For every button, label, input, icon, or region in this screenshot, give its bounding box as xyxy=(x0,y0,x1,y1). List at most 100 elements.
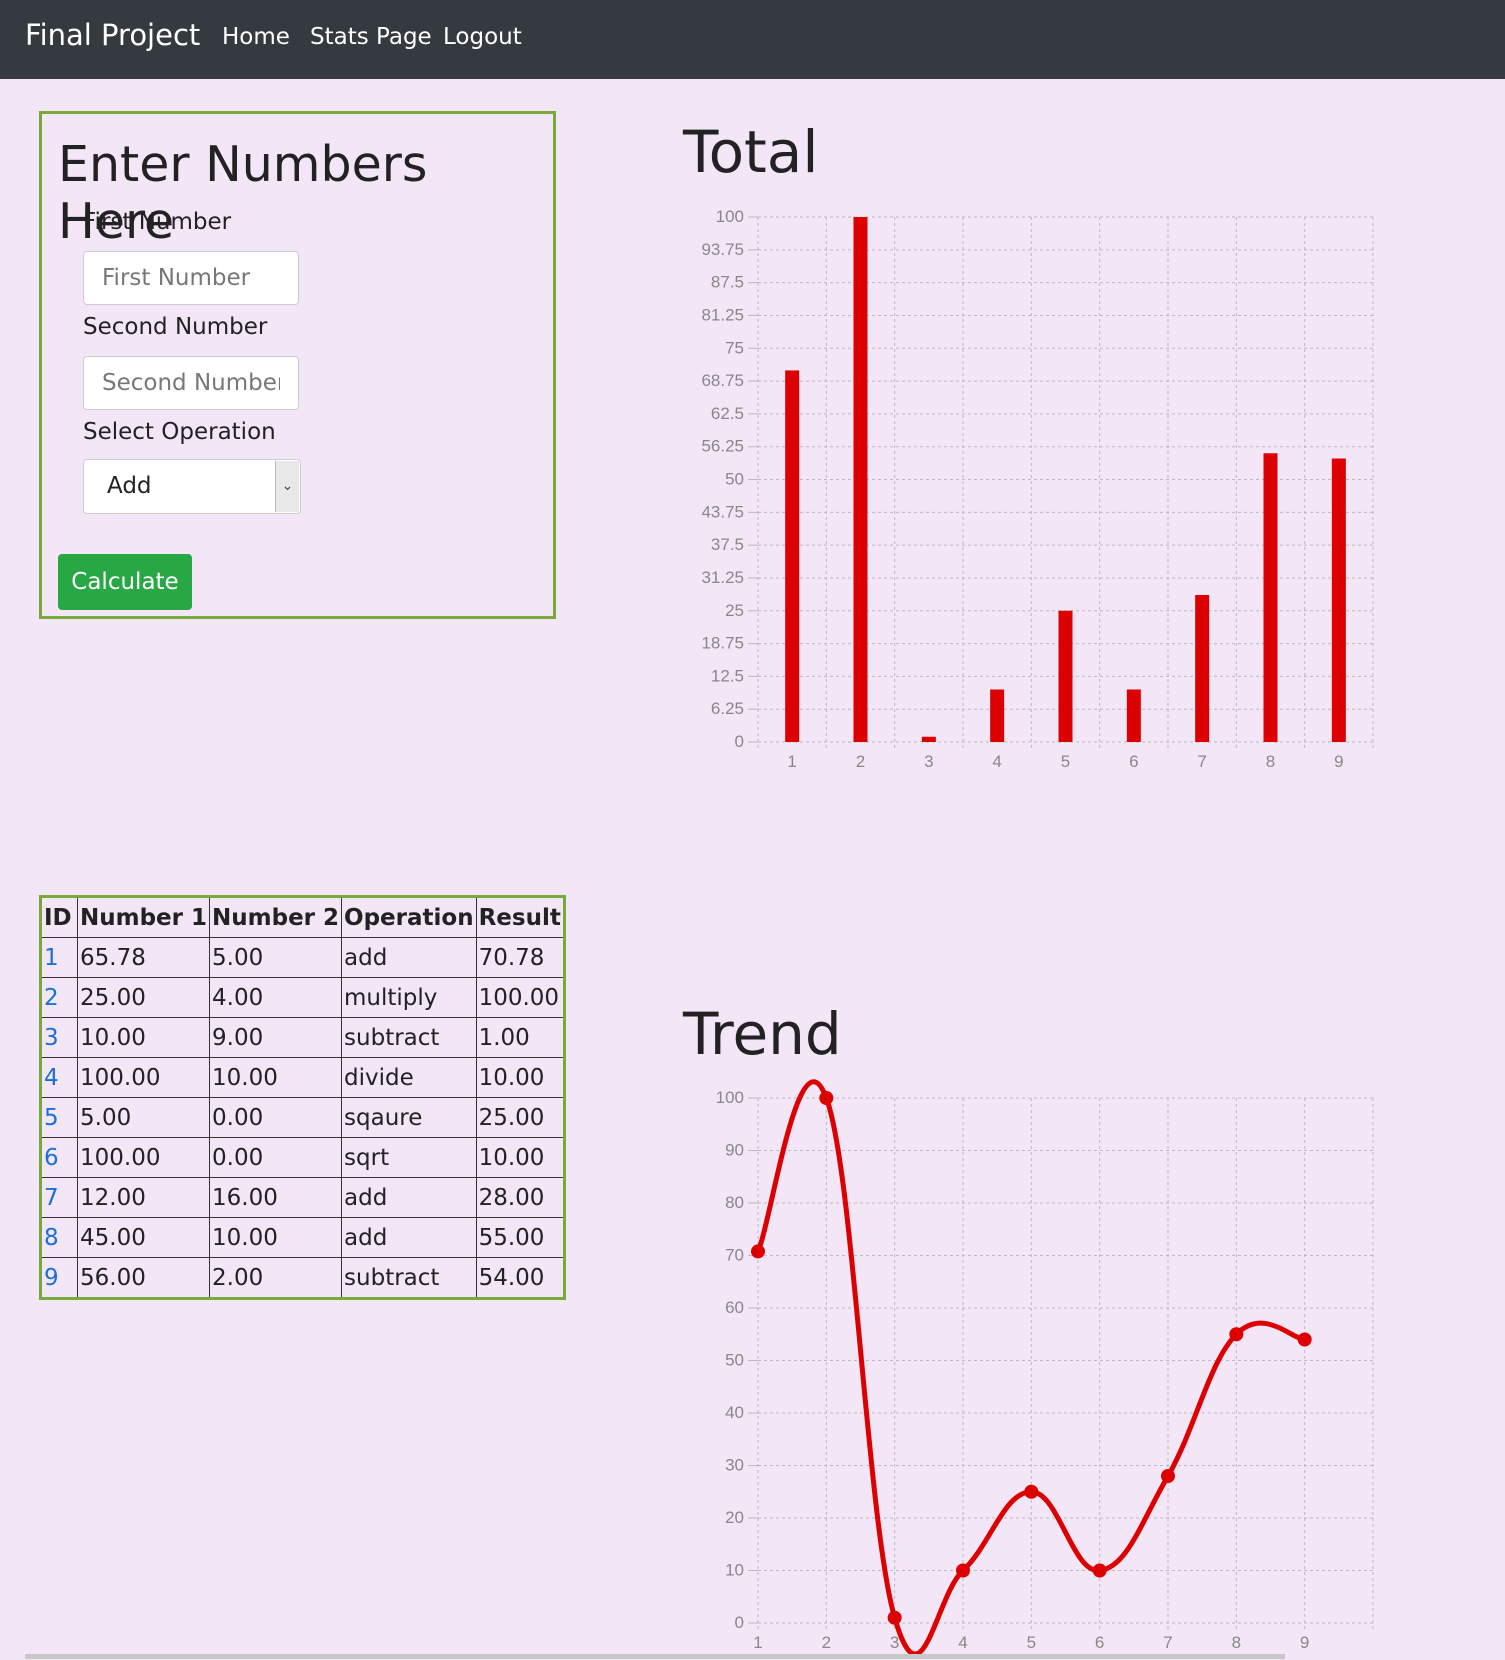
cell-id-link[interactable]: 8 xyxy=(40,1217,78,1258)
brand-link[interactable]: Final Project xyxy=(25,18,201,52)
y-tick-label: 37.5 xyxy=(711,535,744,554)
x-tick-label: 3 xyxy=(890,1633,899,1652)
table-header-row: ID Number 1 Number 2 Operation Result xyxy=(40,896,565,938)
x-tick-label: 7 xyxy=(1197,752,1206,771)
y-tick-label: 50 xyxy=(725,470,744,489)
column-header-id: ID xyxy=(40,896,78,938)
cell-id-link[interactable]: 4 xyxy=(40,1057,78,1098)
calculate-button[interactable]: Calculate xyxy=(58,554,192,610)
table-row: 4 100.00 10.00 divide 10.00 xyxy=(40,1057,565,1098)
x-tick-label: 9 xyxy=(1300,1633,1309,1652)
nav-logout[interactable]: Logout xyxy=(443,24,522,50)
cell-result: 25.00 xyxy=(475,1097,565,1138)
operation-selected-value: Add xyxy=(107,473,152,499)
cell-number-2: 16.00 xyxy=(209,1177,343,1218)
cell-operation: subtract xyxy=(341,1017,477,1058)
cell-number-1: 100.00 xyxy=(76,1137,211,1178)
trend-chart-title: Trend xyxy=(683,1000,842,1068)
cell-number-1: 65.78 xyxy=(76,937,211,978)
x-tick-label: 4 xyxy=(958,1633,967,1652)
cell-id-link[interactable]: 3 xyxy=(40,1017,78,1058)
y-tick-label: 40 xyxy=(725,1403,744,1422)
y-tick-label: 30 xyxy=(725,1456,744,1475)
column-header-operation: Operation xyxy=(341,896,477,938)
cell-number-2: 10.00 xyxy=(209,1057,343,1098)
table-row: 1 65.78 5.00 add 70.78 xyxy=(40,937,565,978)
x-tick-label: 7 xyxy=(1163,1633,1172,1652)
nav-stats-page[interactable]: Stats Page xyxy=(310,24,432,50)
x-tick-label: 1 xyxy=(787,752,796,771)
bar-5 xyxy=(1058,610,1073,742)
form-title: Enter Numbers Here xyxy=(58,136,428,250)
point-1 xyxy=(751,1244,765,1259)
cell-id-link[interactable]: 2 xyxy=(40,977,78,1018)
cell-number-2: 0.00 xyxy=(209,1097,343,1138)
y-tick-label: 25 xyxy=(725,601,744,620)
cell-result: 100.00 xyxy=(475,977,565,1018)
y-tick-label: 70 xyxy=(725,1246,744,1265)
cell-number-1: 5.00 xyxy=(76,1097,211,1138)
cell-id-link[interactable]: 9 xyxy=(40,1257,78,1299)
column-header-number-2: Number 2 xyxy=(209,896,343,938)
table-row: 2 25.00 4.00 multiply 100.00 xyxy=(40,977,565,1018)
second-number-input[interactable] xyxy=(83,356,299,410)
first-number-input[interactable] xyxy=(83,251,299,305)
point-9 xyxy=(1297,1332,1312,1347)
horizontal-scrollbar[interactable] xyxy=(25,1654,1285,1659)
cell-operation: sqrt xyxy=(341,1137,477,1178)
cell-result: 10.00 xyxy=(475,1057,565,1098)
point-7 xyxy=(1161,1469,1175,1483)
cell-number-1: 12.00 xyxy=(76,1177,211,1218)
y-tick-label: 68.75 xyxy=(701,371,744,390)
table-row: 5 5.00 0.00 sqaure 25.00 xyxy=(40,1097,565,1138)
second-number-label: Second Number xyxy=(83,314,268,340)
point-3 xyxy=(887,1610,902,1625)
cell-number-2: 5.00 xyxy=(209,937,343,978)
bar-3 xyxy=(921,736,936,742)
point-4 xyxy=(956,1563,970,1578)
cell-id-link[interactable]: 5 xyxy=(40,1097,78,1138)
bar-7 xyxy=(1195,595,1210,742)
y-tick-label: 80 xyxy=(725,1193,744,1212)
x-tick-label: 2 xyxy=(822,1633,831,1652)
first-number-label: First Number xyxy=(83,209,232,235)
cell-number-2: 0.00 xyxy=(209,1137,343,1178)
cell-number-1: 56.00 xyxy=(76,1257,211,1299)
cell-result: 54.00 xyxy=(475,1257,565,1299)
cell-number-1: 100.00 xyxy=(76,1057,211,1098)
y-tick-label: 81.25 xyxy=(701,305,744,324)
cell-operation: divide xyxy=(341,1057,477,1098)
cell-result: 70.78 xyxy=(475,937,565,978)
bar-8 xyxy=(1263,453,1278,742)
y-tick-label: 100 xyxy=(716,1088,744,1107)
x-tick-label: 5 xyxy=(1061,752,1070,771)
point-2 xyxy=(819,1091,834,1105)
x-tick-label: 2 xyxy=(856,752,865,771)
chevron-down-icon: ⌄ xyxy=(275,461,299,512)
cell-result: 1.00 xyxy=(475,1017,565,1058)
y-tick-label: 62.5 xyxy=(711,404,744,423)
x-tick-label: 8 xyxy=(1232,1633,1241,1652)
cell-result: 55.00 xyxy=(475,1217,565,1258)
cell-number-2: 9.00 xyxy=(209,1017,343,1058)
bar-2 xyxy=(853,217,868,742)
table-row: 7 12.00 16.00 add 28.00 xyxy=(40,1177,565,1218)
cell-operation: add xyxy=(341,1217,477,1258)
table-row: 9 56.00 2.00 subtract 54.00 xyxy=(40,1257,565,1299)
x-tick-label: 6 xyxy=(1095,1633,1104,1652)
calculator-form: Enter Numbers Here First Number Second N… xyxy=(39,111,556,619)
cell-result: 28.00 xyxy=(475,1177,565,1218)
cell-id-link[interactable]: 6 xyxy=(40,1137,78,1178)
point-6 xyxy=(1092,1563,1107,1578)
cell-id-link[interactable]: 1 xyxy=(40,937,78,978)
cell-number-2: 2.00 xyxy=(209,1257,343,1299)
cell-id-link[interactable]: 7 xyxy=(40,1177,78,1218)
column-header-number-1: Number 1 xyxy=(76,896,211,938)
y-tick-label: 31.25 xyxy=(701,568,744,587)
bar-6 xyxy=(1126,689,1141,742)
y-tick-label: 20 xyxy=(725,1508,744,1527)
y-tick-label: 0 xyxy=(735,1613,744,1632)
operation-select[interactable]: Add ⌄ xyxy=(83,459,301,514)
nav-home[interactable]: Home xyxy=(222,24,290,50)
